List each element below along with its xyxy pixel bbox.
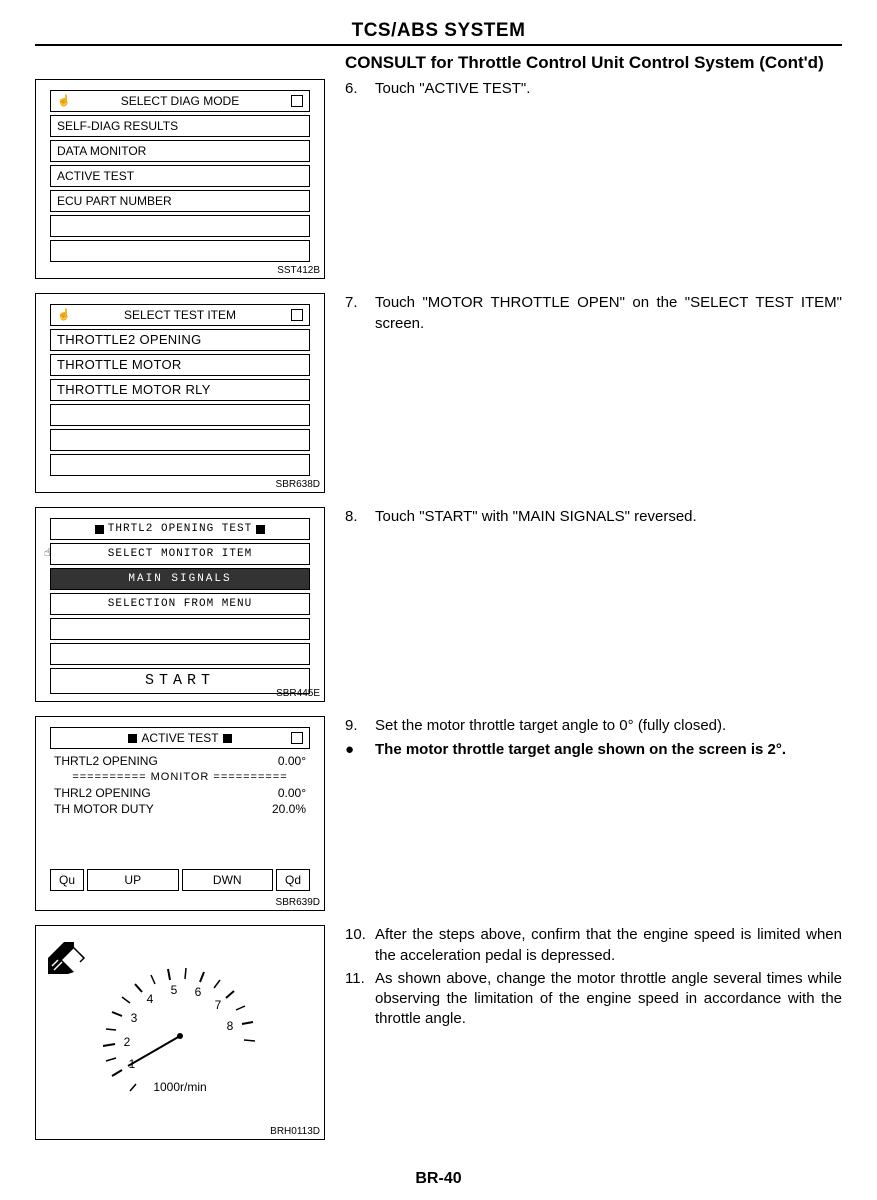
svg-text:5: 5 <box>171 983 178 997</box>
screen1-title: SELECT DIAG MODE <box>121 91 239 111</box>
step-num-7: 7. <box>345 293 375 334</box>
touch-icon: ☝ <box>57 91 71 111</box>
screen-select-test: ☝ SELECT TEST ITEM THROTTLE2 OPENING THR… <box>35 293 325 493</box>
menu-throttle2-opening[interactable]: THROTTLE2 OPENING <box>50 329 310 351</box>
menu-ecu-part[interactable]: ECU PART NUMBER <box>50 190 310 212</box>
step-text-11: As shown above, change the motor throttl… <box>375 969 842 1030</box>
svg-text:4: 4 <box>147 992 154 1006</box>
step-text-6: Touch "ACTIVE TEST". <box>375 79 842 99</box>
square-icon <box>291 309 303 321</box>
menu-self-diag[interactable]: SELF-DIAG RESULTS <box>50 115 310 137</box>
menu-empty <box>50 240 310 262</box>
touch-icon: ☝ <box>57 305 71 325</box>
monitor-divider: ========== MONITOR ========== <box>50 771 310 783</box>
menu-empty <box>50 429 310 451</box>
page-header: TCS/ABS SYSTEM <box>35 20 842 42</box>
square-icon <box>95 525 104 534</box>
step-num-10: 10. <box>345 925 375 966</box>
screen3-title-top: THRTL2 OPENING TEST <box>50 518 310 540</box>
menu-empty <box>50 404 310 426</box>
square-icon <box>223 734 232 743</box>
menu-active-test[interactable]: ACTIVE TEST <box>50 165 310 187</box>
page-number: BR-40 <box>0 1170 877 1188</box>
square-icon <box>128 734 137 743</box>
screen3-code: SBR445E <box>276 688 320 699</box>
screen1-code: SST412B <box>277 265 320 276</box>
menu-throttle-motor[interactable]: THROTTLE MOTOR <box>50 354 310 376</box>
qd-button[interactable]: Qd <box>276 869 310 891</box>
screen1-header[interactable]: ☝ SELECT DIAG MODE <box>50 90 310 112</box>
screen3-subtitle: ☝ SELECT MONITOR ITEM <box>50 543 310 565</box>
square-icon <box>291 732 303 744</box>
menu-empty <box>50 454 310 476</box>
at-thrl2-opening: THRL2 OPENING0.00° <box>50 785 310 801</box>
touch-icon: ☝ <box>44 544 52 564</box>
svg-text:6: 6 <box>195 985 202 999</box>
screen-active-test: ACTIVE TEST THRTL2 OPENING0.00° ========… <box>35 716 325 911</box>
menu-empty <box>50 215 310 237</box>
header-rule <box>35 44 842 46</box>
square-icon <box>291 95 303 107</box>
menu-data-monitor[interactable]: DATA MONITOR <box>50 140 310 162</box>
at-th-motor-duty: TH MOTOR DUTY20.0% <box>50 801 310 817</box>
up-button[interactable]: UP <box>87 869 179 891</box>
tachometer-icon: 1 2 3 4 5 6 7 8 <box>85 936 275 1106</box>
step-text-9: Set the motor throttle target angle to 0… <box>375 716 842 736</box>
qu-button[interactable]: Qu <box>50 869 84 891</box>
screen2-code: SBR638D <box>276 479 320 490</box>
start-button[interactable]: START <box>50 668 310 694</box>
menu-selection-from-menu[interactable]: SELECTION FROM MENU <box>50 593 310 615</box>
step-text-10: After the steps above, confirm that the … <box>375 925 842 966</box>
menu-empty <box>50 618 310 640</box>
bullet-icon: ● <box>345 740 375 760</box>
screen2-title: SELECT TEST ITEM <box>124 305 236 325</box>
screen5-code: BRH0113D <box>270 1126 320 1137</box>
screen-gauge: 1 2 3 4 5 6 7 8 <box>35 925 325 1140</box>
menu-throttle-motor-rly[interactable]: THROTTLE MOTOR RLY <box>50 379 310 401</box>
svg-text:8: 8 <box>227 1019 234 1033</box>
step-num-11: 11. <box>345 969 375 1030</box>
screen-select-diag: ☝ SELECT DIAG MODE SELF-DIAG RESULTS DAT… <box>35 79 325 279</box>
screen4-header: ACTIVE TEST <box>50 727 310 749</box>
step-text-9b: The motor throttle target angle shown on… <box>375 740 842 760</box>
dwn-button[interactable]: DWN <box>182 869 274 891</box>
svg-text:7: 7 <box>215 998 222 1012</box>
at-thrtl2-opening: THRTL2 OPENING0.00° <box>50 753 310 769</box>
square-icon <box>256 525 265 534</box>
svg-text:1000r/min: 1000r/min <box>153 1080 206 1094</box>
step-num-6: 6. <box>345 79 375 99</box>
step-num-8: 8. <box>345 507 375 527</box>
screen2-header[interactable]: ☝ SELECT TEST ITEM <box>50 304 310 326</box>
pedal-icon <box>44 934 88 978</box>
step-text-8: Touch "START" with "MAIN SIGNALS" revers… <box>375 507 842 527</box>
svg-text:3: 3 <box>131 1011 138 1025</box>
menu-empty <box>50 643 310 665</box>
step-num-9: 9. <box>345 716 375 736</box>
menu-main-signals[interactable]: MAIN SIGNALS <box>50 568 310 590</box>
screen4-code: SBR639D <box>276 897 320 908</box>
svg-text:2: 2 <box>124 1035 131 1049</box>
section-title: CONSULT for Throttle Control Unit Contro… <box>345 52 842 73</box>
screen-monitor-item: THRTL2 OPENING TEST ☝ SELECT MONITOR ITE… <box>35 507 325 702</box>
step-text-7: Touch "MOTOR THROTTLE OPEN" on the "SELE… <box>375 293 842 334</box>
